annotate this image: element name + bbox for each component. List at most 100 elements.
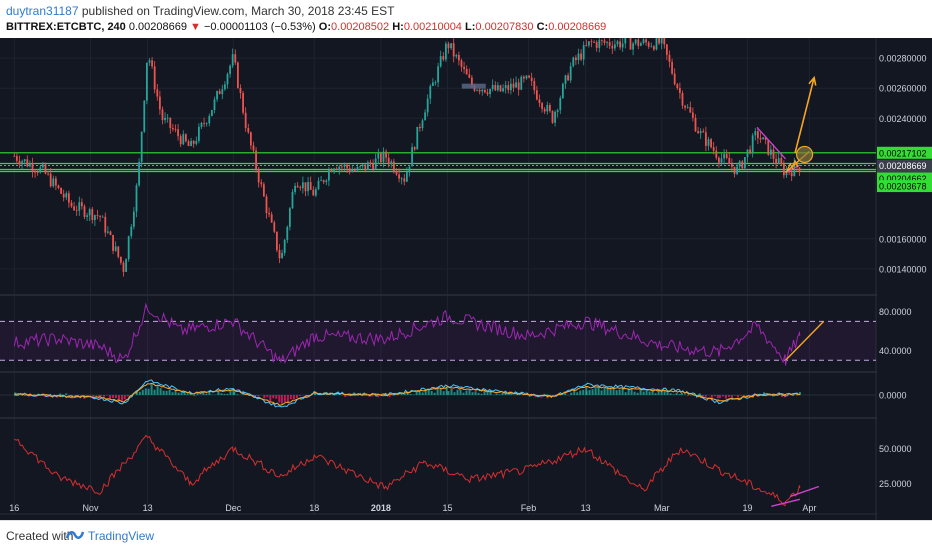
symbol-label[interactable]: BITTREX:ETCBTC, 240 <box>6 21 126 33</box>
candle <box>507 81 509 93</box>
candle-body <box>201 123 203 127</box>
macd-histogram-bar <box>205 394 207 395</box>
macd-histogram-bar <box>502 393 504 395</box>
candle <box>544 107 546 114</box>
tradingview-brand-link[interactable]: TradingView <box>88 529 154 543</box>
drawings[interactable] <box>462 78 816 173</box>
candle <box>375 154 377 170</box>
candle <box>539 95 541 108</box>
candle-body <box>780 158 782 164</box>
candle-body <box>219 91 221 94</box>
candle <box>19 156 21 168</box>
candle-body <box>281 253 283 258</box>
candle <box>273 220 275 233</box>
candle <box>427 94 429 116</box>
candle-body <box>206 123 208 124</box>
macd-histogram-bar <box>637 393 639 395</box>
candle <box>224 81 226 91</box>
candle-body <box>640 43 642 46</box>
price-axis[interactable]: 0.002800000.002600000.002400000.00160000… <box>877 38 932 520</box>
candle <box>775 154 777 168</box>
candle-body <box>260 182 262 184</box>
candle <box>281 250 283 259</box>
candle-body <box>78 202 80 211</box>
candle <box>279 244 281 263</box>
candle-body <box>86 215 88 217</box>
candle <box>351 165 353 173</box>
macd-histogram-bar <box>257 395 259 397</box>
macd-histogram-bar <box>676 393 678 395</box>
candle <box>531 73 533 86</box>
candle <box>414 146 416 151</box>
candle <box>289 207 291 230</box>
candle-body <box>245 113 247 128</box>
candle <box>416 127 418 150</box>
author-link[interactable]: duytran31187 <box>6 4 79 18</box>
candle-body <box>510 84 512 90</box>
candle-body <box>489 89 491 94</box>
candle-body <box>749 149 751 153</box>
macd-histogram-bar <box>481 394 483 395</box>
candle-body <box>583 45 585 59</box>
candle <box>141 131 143 167</box>
candle-body <box>479 90 481 92</box>
candle <box>541 102 543 113</box>
candle <box>419 124 421 132</box>
candle-body <box>380 154 382 163</box>
candle-body <box>284 240 286 253</box>
macd-histogram-bar <box>725 395 727 399</box>
candle <box>624 38 626 48</box>
candle-body <box>619 41 621 47</box>
price-tick-label-3: 0.00240000 <box>879 114 927 124</box>
macd-histogram-bar <box>579 391 581 395</box>
candle-body <box>713 147 715 151</box>
candle-body <box>102 217 104 218</box>
candle-body <box>419 127 421 128</box>
candle <box>172 124 174 131</box>
candle-body <box>645 39 647 42</box>
candle <box>52 176 54 188</box>
candle <box>630 38 632 50</box>
macd-histogram-bar <box>604 388 606 395</box>
macd-histogram-bar <box>166 391 168 395</box>
macd-histogram-bar <box>463 393 465 395</box>
macd-histogram-bar <box>154 390 156 395</box>
candle-body <box>390 161 392 164</box>
candle <box>151 57 153 69</box>
candle-body <box>193 141 195 144</box>
candle <box>167 114 169 123</box>
macd-histogram-bar <box>410 394 412 395</box>
macd-histogram-bar <box>422 393 424 395</box>
candle-body <box>91 209 93 220</box>
candle-body <box>112 235 114 251</box>
candle <box>29 160 31 167</box>
candle <box>349 165 351 175</box>
rsi-band-fill <box>0 321 876 360</box>
candle-body <box>414 147 416 149</box>
candle <box>510 78 512 94</box>
candle-body <box>427 99 429 113</box>
candle-body <box>383 152 385 163</box>
macd-histogram-bar <box>478 393 480 395</box>
candle <box>240 84 242 98</box>
candle <box>146 62 148 104</box>
candle-body <box>533 81 535 90</box>
candle-body <box>58 185 60 187</box>
candle-body <box>370 162 372 164</box>
candle-body <box>656 38 658 49</box>
candle-body <box>448 44 450 48</box>
candle <box>741 160 743 169</box>
candle-body <box>557 110 559 112</box>
candle-body <box>578 54 580 61</box>
candle <box>767 140 769 156</box>
candle-body <box>242 93 244 113</box>
candle-body <box>549 105 551 111</box>
candle <box>526 75 528 80</box>
candle-body <box>689 107 691 112</box>
chart-canvas[interactable]: 0.002800000.002600000.002400000.00160000… <box>0 38 932 520</box>
candle-body <box>24 159 26 161</box>
candle-body <box>351 170 353 172</box>
macd-histogram-bar <box>281 395 283 404</box>
